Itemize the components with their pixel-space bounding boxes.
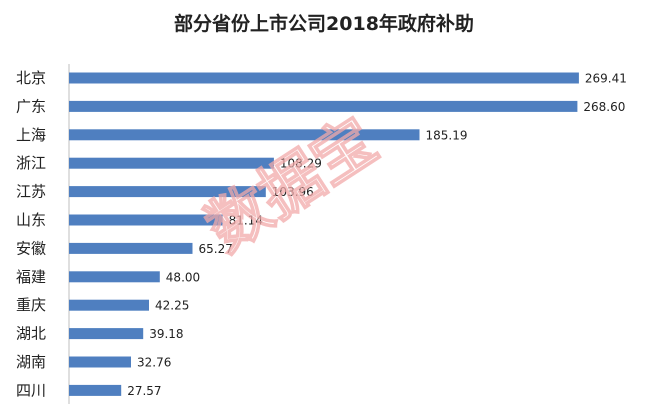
bar-3 bbox=[69, 157, 274, 169]
value-label-1: 268.60 bbox=[583, 100, 625, 114]
category-label-10: 湖南 bbox=[16, 353, 46, 371]
value-label-0: 269.41 bbox=[585, 72, 627, 86]
bar-9 bbox=[69, 328, 144, 340]
category-label-9: 湖北 bbox=[16, 325, 46, 343]
chart-title: 部分省份上市公司2018年政府补助 bbox=[174, 12, 474, 35]
value-label-6: 65.27 bbox=[199, 242, 233, 256]
category-label-8: 重庆 bbox=[16, 296, 46, 314]
category-label-4: 江苏 bbox=[16, 183, 46, 201]
value-label-11: 27.57 bbox=[127, 384, 161, 398]
value-labels: 269.41 268.60 185.19 108.29 103.96 81.14 65.27… bbox=[127, 72, 627, 398]
category-label-6: 安徽 bbox=[16, 239, 46, 257]
bar-11 bbox=[69, 384, 122, 396]
bar-5 bbox=[69, 214, 223, 226]
value-label-2: 185.19 bbox=[426, 128, 468, 142]
bar-8 bbox=[69, 299, 149, 311]
category-label-3: 浙江 bbox=[16, 154, 46, 172]
bars-group bbox=[69, 72, 579, 396]
value-label-4: 103.96 bbox=[272, 185, 314, 199]
category-label-7: 福建 bbox=[16, 268, 46, 286]
bar-0 bbox=[69, 72, 579, 84]
bar-6 bbox=[69, 242, 193, 254]
value-label-5: 81.14 bbox=[229, 214, 263, 228]
value-label-9: 39.18 bbox=[149, 327, 183, 341]
value-label-8: 42.25 bbox=[155, 299, 189, 313]
bar-7 bbox=[69, 271, 160, 283]
category-label-1: 广东 bbox=[16, 97, 46, 115]
category-label-2: 上海 bbox=[16, 126, 46, 144]
bar-2 bbox=[69, 129, 420, 141]
bar-1 bbox=[69, 100, 578, 112]
bar-10 bbox=[69, 356, 131, 368]
value-label-10: 32.76 bbox=[137, 356, 171, 370]
value-label-3: 108.29 bbox=[280, 157, 322, 171]
bar-4 bbox=[69, 186, 266, 198]
category-label-11: 四川 bbox=[16, 381, 46, 399]
value-label-7: 48.00 bbox=[166, 270, 200, 284]
category-label-5: 山东 bbox=[16, 211, 46, 229]
category-label-0: 北京 bbox=[16, 69, 46, 87]
watermark: 数据宝 bbox=[194, 103, 390, 266]
